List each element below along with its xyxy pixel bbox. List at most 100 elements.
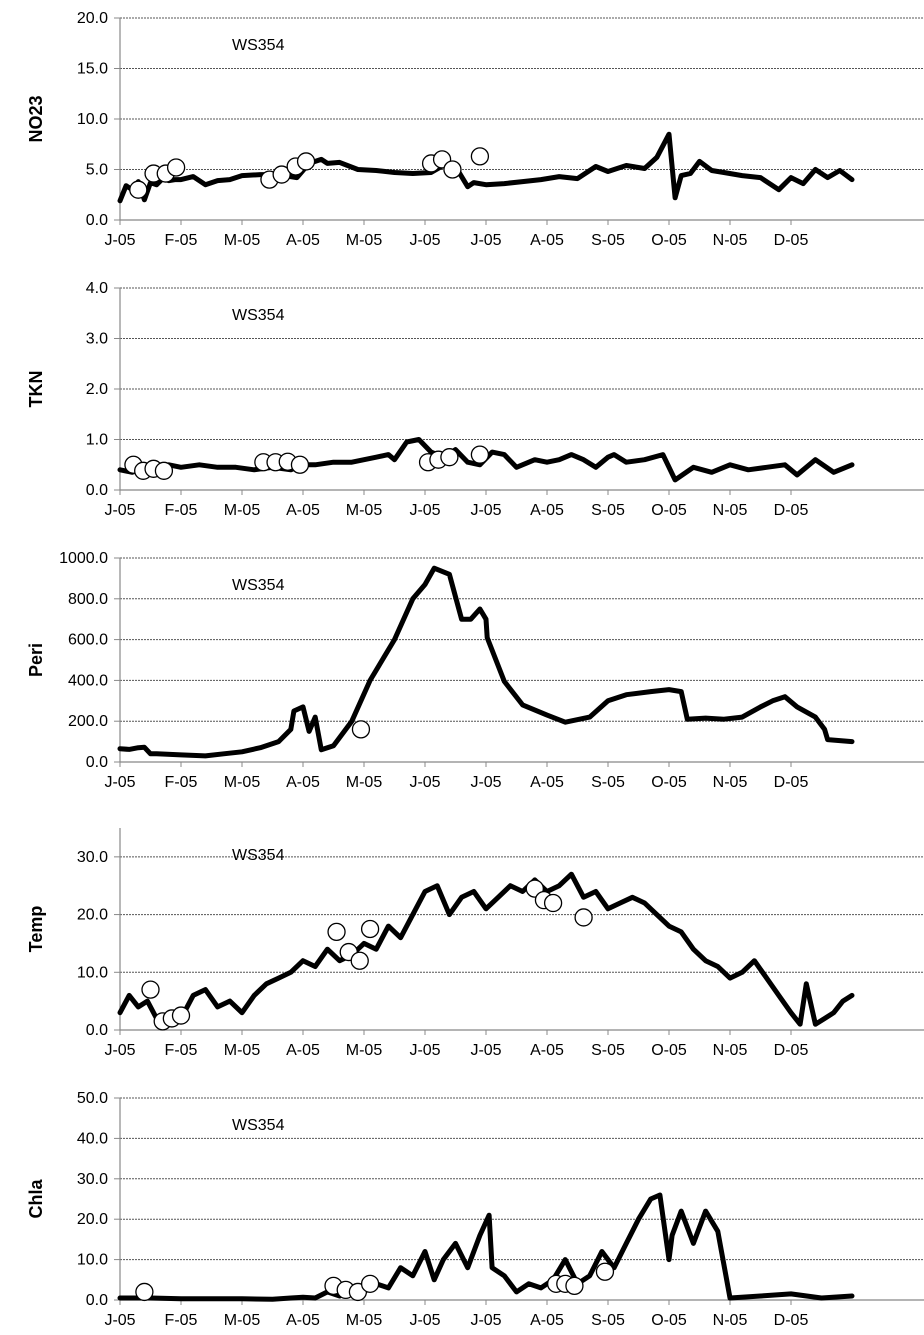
data-point (135, 1282, 154, 1302)
data-point (440, 448, 459, 467)
data-point (171, 1006, 191, 1025)
x-tick-label: J-05 (104, 1312, 135, 1329)
x-tick-label: J-05 (409, 774, 440, 791)
data-point (296, 152, 316, 171)
y-axis-title: Chla (26, 1179, 46, 1219)
y-tick-label: 400.0 (68, 672, 108, 689)
x-tick-label: N-05 (713, 502, 748, 519)
y-tick-label: 0.0 (86, 212, 108, 229)
series-line (117, 565, 855, 759)
x-tick-label: J-05 (470, 1312, 501, 1329)
data-point (351, 720, 371, 739)
x-tick-label: D-05 (774, 502, 809, 519)
panel-label: WS354 (232, 847, 285, 864)
y-tick-label: 30.0 (77, 1171, 108, 1188)
y-tick-label: 0.0 (86, 754, 108, 771)
x-tick-label: S-05 (591, 774, 625, 791)
x-tick-label: A-05 (286, 1312, 320, 1329)
x-tick-label: J-05 (470, 502, 501, 519)
y-tick-label: 20.0 (77, 10, 108, 27)
y-tick-label: 0.0 (86, 1022, 108, 1039)
x-tick-label: O-05 (651, 774, 687, 791)
x-tick-label: N-05 (713, 232, 748, 249)
data-point (350, 951, 369, 970)
x-tick-label: J-05 (104, 502, 135, 519)
x-tick-label: M-05 (346, 502, 383, 519)
x-tick-label: A-05 (286, 774, 320, 791)
x-tick-label: A-05 (530, 232, 564, 249)
x-tick-label: F-05 (165, 232, 198, 249)
y-tick-label: 40.0 (77, 1130, 108, 1147)
y-tick-label: 200.0 (68, 713, 108, 730)
y-tick-label: 10.0 (77, 1252, 108, 1269)
x-tick-label: O-05 (651, 1042, 687, 1059)
data-point (543, 893, 563, 913)
data-point (360, 919, 380, 939)
data-point (595, 1262, 615, 1281)
x-tick-label: A-05 (530, 774, 564, 791)
x-tick-label: J-05 (409, 1312, 440, 1329)
y-tick-label: 0.0 (86, 482, 108, 499)
y-tick-label: 600.0 (68, 632, 108, 649)
series-line (117, 1192, 855, 1302)
x-tick-label: J-05 (409, 502, 440, 519)
y-tick-label: 30.0 (77, 849, 108, 866)
y-tick-label: 10.0 (77, 964, 108, 981)
data-point (272, 165, 291, 184)
y-tick-label: 50.0 (77, 1090, 108, 1107)
y-axis-title: Peri (26, 643, 46, 677)
x-tick-label: J-05 (470, 774, 501, 791)
x-tick-label: M-05 (346, 1312, 383, 1329)
x-tick-label: S-05 (591, 232, 625, 249)
x-tick-label: N-05 (713, 1042, 748, 1059)
y-tick-label: 20.0 (77, 1211, 108, 1228)
x-tick-label: O-05 (651, 232, 687, 249)
data-point (141, 980, 160, 999)
x-tick-label: S-05 (591, 1042, 625, 1059)
y-tick-label: 2.0 (86, 381, 108, 398)
chart-panel-tkn: 0.0 1.0 2.0 3.0 4.0 J-05 F-05 M-05 A-05 M-05 J-05 J… (26, 280, 924, 519)
x-tick-label: M-05 (224, 1312, 261, 1329)
y-tick-label: 4.0 (86, 280, 108, 297)
data-point (327, 922, 346, 942)
chart-panel-temp: 0.0 10.0 20.0 30.0 J-05 F-05 M-05 A-05 M-05 J-05 J… (26, 828, 924, 1059)
data-point (166, 158, 186, 177)
panel-label: WS354 (232, 1117, 285, 1134)
x-tick-label: M-05 (224, 502, 261, 519)
x-tick-label: D-05 (774, 774, 809, 791)
x-tick-label: M-05 (224, 1042, 261, 1059)
data-point (565, 1276, 584, 1296)
x-tick-label: J-05 (470, 1042, 501, 1059)
data-point (360, 1274, 380, 1293)
x-tick-label: D-05 (774, 1312, 809, 1329)
y-tick-label: 10.0 (77, 111, 108, 128)
x-tick-label: M-05 (224, 232, 261, 249)
y-tick-label: 5.0 (86, 162, 108, 179)
y-axis-title: TKN (26, 371, 46, 408)
x-tick-label: M-05 (346, 1042, 383, 1059)
x-tick-label: A-05 (286, 1042, 320, 1059)
x-tick-label: O-05 (651, 1312, 687, 1329)
x-tick-label: N-05 (713, 1312, 748, 1329)
panel-label: WS354 (232, 577, 285, 594)
y-axis-title: Temp (26, 906, 46, 953)
x-tick-label: F-05 (165, 502, 198, 519)
chart-panel-chla: 0.0 10.0 20.0 30.0 40.0 50.0 J-05 F-05 M-05 A-05 M… (26, 1090, 924, 1329)
x-tick-label: J-05 (104, 1042, 135, 1059)
x-tick-label: A-05 (286, 232, 320, 249)
x-tick-label: S-05 (591, 502, 625, 519)
y-tick-label: 3.0 (86, 331, 108, 348)
y-tick-label: 800.0 (68, 591, 108, 608)
x-tick-label: J-05 (104, 774, 135, 791)
x-tick-label: D-05 (774, 1042, 809, 1059)
data-point (443, 160, 462, 179)
x-tick-label: M-05 (224, 774, 261, 791)
data-point (290, 455, 310, 474)
data-point (574, 908, 593, 927)
x-tick-label: A-05 (530, 1042, 564, 1059)
x-tick-label: F-05 (165, 1042, 198, 1059)
y-tick-label: 0.0 (86, 1292, 108, 1309)
series-line (117, 437, 855, 483)
x-tick-label: M-05 (346, 774, 383, 791)
x-tick-label: D-05 (774, 232, 809, 249)
